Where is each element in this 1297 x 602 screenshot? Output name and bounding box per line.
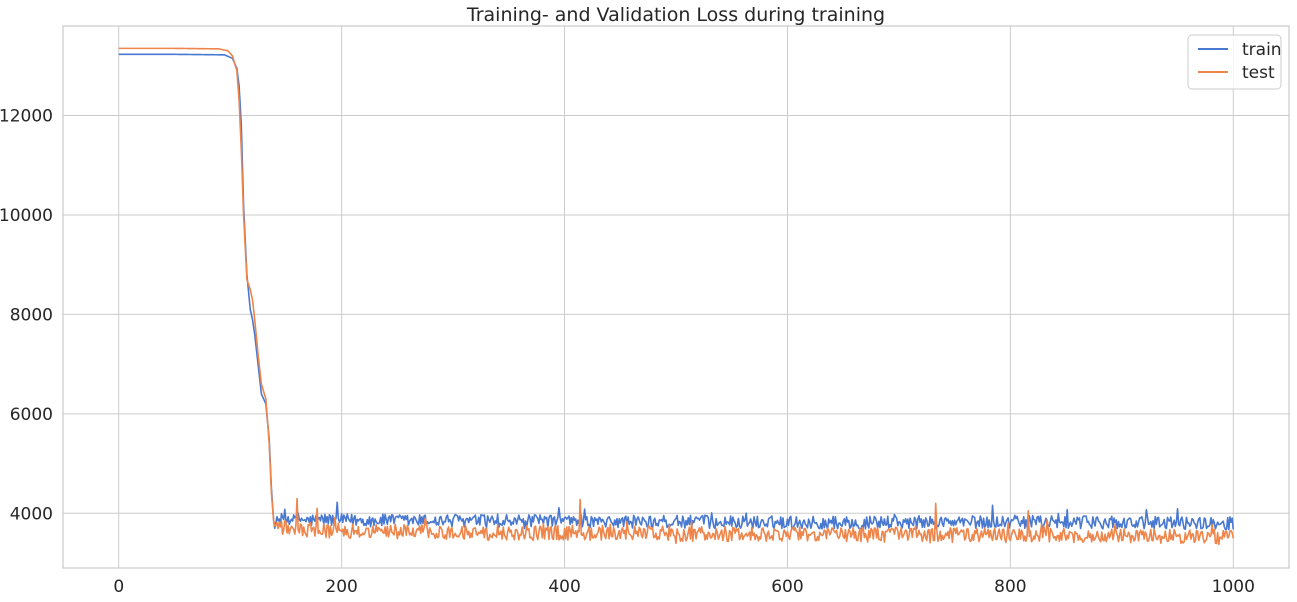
legend: train test bbox=[1187, 34, 1282, 90]
grid bbox=[63, 26, 1289, 568]
series-group bbox=[118, 47, 1235, 546]
y-tick-label: 12000 bbox=[0, 107, 53, 127]
y-tick-label: 4000 bbox=[10, 504, 53, 524]
x-tick-label: 400 bbox=[548, 577, 580, 597]
x-tick-label: 800 bbox=[994, 577, 1026, 597]
series-line-test bbox=[118, 47, 1235, 546]
plot-frame bbox=[62, 25, 1290, 569]
chart-title: Training- and Validation Loss during tra… bbox=[466, 4, 885, 26]
legend-label-test: test bbox=[1242, 63, 1275, 83]
y-tick-label: 10000 bbox=[0, 206, 53, 226]
series-line-train bbox=[118, 53, 1235, 531]
x-tick-label: 600 bbox=[771, 577, 803, 597]
legend-label-train: train bbox=[1242, 40, 1282, 60]
x-tick-label: 0 bbox=[113, 577, 124, 597]
y-tick-label: 8000 bbox=[10, 305, 53, 325]
tick-labels: 0 200 400 600 800 1000 4000 6000 8000 10000 12000 bbox=[0, 107, 1255, 597]
x-tick-label: 200 bbox=[325, 577, 357, 597]
y-tick-label: 6000 bbox=[10, 405, 53, 425]
x-tick-label: 1000 bbox=[1212, 577, 1255, 597]
